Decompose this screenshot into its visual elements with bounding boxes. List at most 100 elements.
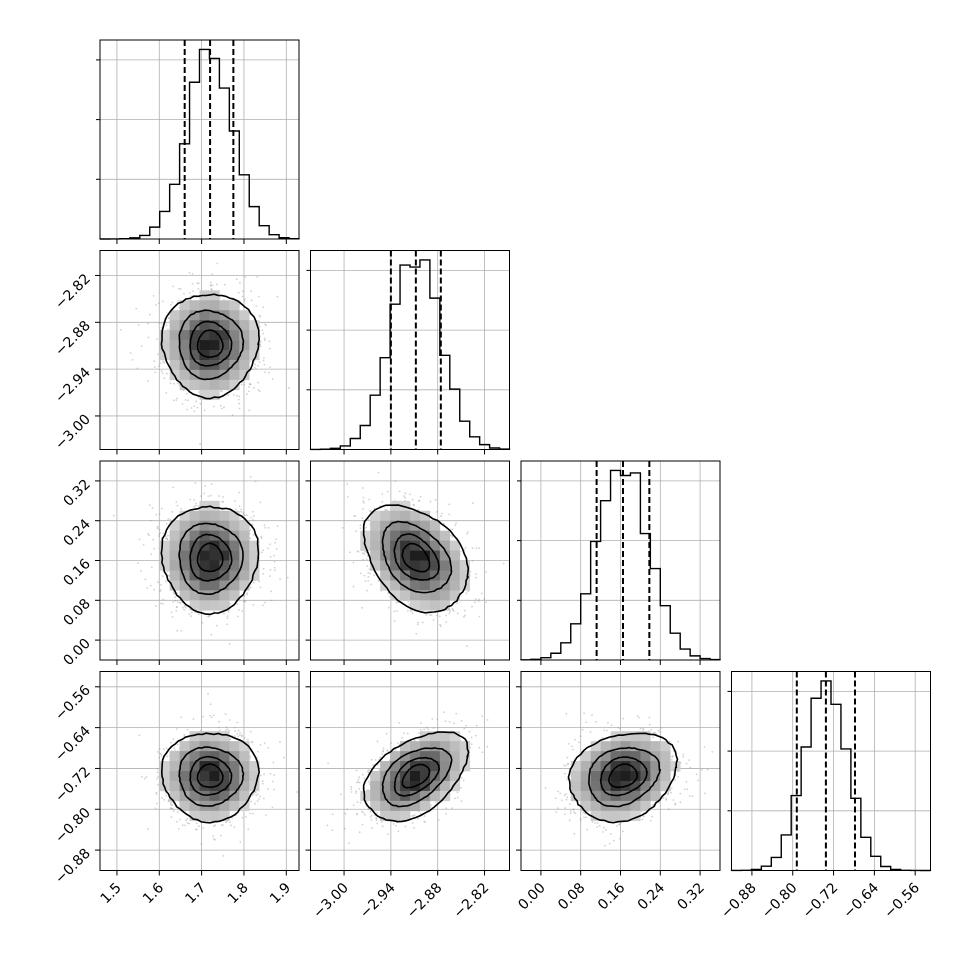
density-cell — [219, 510, 230, 521]
sample-point — [259, 586, 262, 589]
sample-point — [162, 300, 164, 303]
density-cell — [209, 510, 220, 521]
sample-point — [245, 816, 247, 818]
density-cell — [449, 580, 461, 591]
sample-point — [275, 548, 278, 551]
sample-point — [276, 295, 279, 298]
sample-point — [415, 632, 418, 635]
sample-point — [359, 524, 362, 527]
sample-point — [154, 371, 157, 374]
sample-point — [368, 498, 371, 501]
sample-point — [451, 528, 454, 530]
sample-point — [207, 495, 210, 497]
sample-point — [243, 383, 246, 386]
sample-point — [454, 524, 457, 527]
sample-point — [246, 514, 248, 517]
density-cell — [169, 560, 180, 571]
sample-point — [153, 588, 156, 591]
sample-point — [349, 551, 351, 554]
sample-point — [259, 345, 262, 348]
sample-point — [157, 353, 159, 356]
sample-point — [268, 340, 271, 343]
sample-point — [212, 405, 215, 408]
sample-point — [244, 275, 247, 278]
sample-point — [262, 306, 265, 309]
sample-point — [502, 562, 505, 565]
sample-point — [465, 592, 468, 595]
sample-point — [377, 580, 380, 582]
sample-point — [210, 281, 212, 284]
sample-point — [411, 612, 414, 615]
sample-point — [211, 273, 214, 275]
sample-point — [158, 322, 161, 324]
sample-point — [264, 526, 267, 529]
density-cell — [209, 550, 220, 561]
density-cell — [189, 300, 200, 311]
sample-point — [191, 283, 194, 285]
density-cell — [219, 340, 230, 351]
sample-point — [148, 534, 151, 537]
sample-point — [184, 606, 187, 609]
density-cell — [209, 300, 220, 311]
sample-point — [404, 496, 407, 499]
sample-point — [235, 278, 238, 281]
sample-point — [385, 508, 388, 511]
sample-point — [237, 291, 240, 294]
sample-point — [257, 365, 259, 367]
y-tick-label: −2.94 — [52, 365, 94, 407]
sample-point — [381, 493, 384, 495]
sample-point — [180, 508, 183, 510]
sample-point — [149, 584, 152, 587]
sample-point — [471, 605, 473, 608]
sample-point — [411, 498, 414, 501]
sample-point — [264, 339, 266, 342]
sample-point — [249, 475, 252, 478]
sample-point — [142, 544, 145, 546]
sample-point — [165, 535, 167, 538]
sample-point — [172, 285, 175, 288]
sample-point — [199, 402, 202, 405]
sample-point — [434, 498, 437, 501]
sample-point — [381, 500, 384, 503]
sample-point — [363, 553, 366, 555]
sample-point — [160, 323, 163, 325]
sample-point — [190, 611, 193, 614]
sample-point — [216, 262, 219, 265]
sample-point — [199, 442, 202, 445]
sample-point — [452, 610, 455, 612]
sample-point — [356, 550, 359, 552]
sample-point — [156, 525, 159, 528]
sample-point — [258, 314, 261, 317]
sample-point — [231, 414, 234, 416]
sample-point — [393, 620, 396, 623]
sample-point — [119, 329, 122, 331]
sample-point — [267, 746, 270, 749]
sample-point — [175, 606, 178, 609]
sample-point — [243, 737, 246, 739]
sample-point — [196, 282, 199, 285]
density-cell — [189, 580, 200, 591]
sample-point — [250, 299, 253, 302]
panel-1-1 — [306, 250, 511, 455]
sample-point — [262, 604, 264, 607]
sample-point — [165, 580, 167, 583]
sample-point — [419, 495, 422, 498]
sample-point — [265, 814, 267, 816]
sample-point — [238, 402, 241, 405]
density-cell — [380, 540, 391, 551]
sample-point — [173, 592, 175, 595]
sample-point — [138, 538, 141, 541]
density-cell — [199, 520, 210, 531]
sample-point — [363, 574, 366, 577]
sample-point — [386, 490, 389, 493]
sample-point — [236, 603, 239, 605]
sample-point — [223, 283, 226, 286]
sample-point — [156, 527, 159, 530]
sample-point — [362, 500, 365, 503]
sample-point — [155, 605, 157, 607]
sample-point — [395, 601, 398, 604]
sample-point — [197, 825, 200, 828]
density-cell — [370, 520, 381, 531]
sample-point — [160, 589, 162, 591]
sample-point — [269, 543, 272, 546]
